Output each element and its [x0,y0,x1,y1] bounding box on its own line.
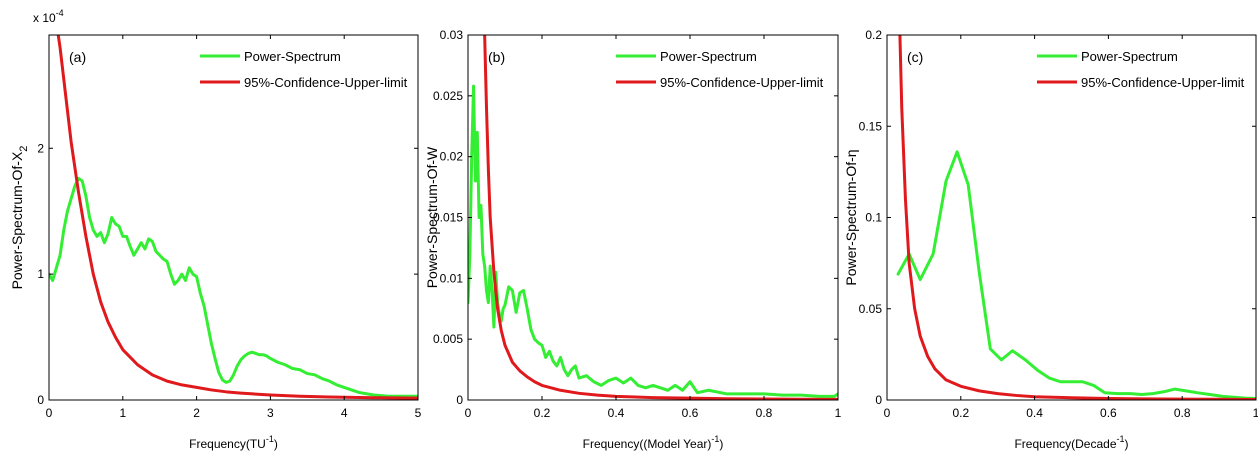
chart-panel-3: 0 0.2 0.4 0.6 0.8 1 0 0.05 0.1 0.15 0.2 (c) Frequenc… [843,28,1258,451]
power-spectrum-line [896,150,1256,400]
x-tick-label: 0.8 [756,406,773,420]
confidence-limit-line [56,35,418,400]
x-tick-label: 1 [835,406,842,420]
legend-label-power-spectrum: Power-Spectrum [660,49,757,64]
series-group [49,35,418,400]
legend: Power-Spectrum 95%-Confidence-Upper-limit [200,49,408,90]
y-tick-label: 0.1 [865,211,882,225]
series-group [468,35,838,400]
legend: Power-Spectrum 95%-Confidence-Upper-limit [1037,49,1245,90]
x-tick-label: 1 [1253,406,1258,420]
panel-label: (b) [488,49,505,65]
legend-label-power-spectrum: Power-Spectrum [1081,49,1178,64]
y-tick-label: 0.03 [440,28,464,42]
x-tick-label: 0.6 [1100,406,1117,420]
x-axis-label: Frequency((Model Year)-1) [583,434,724,451]
x-tick-label: 0 [46,406,53,420]
x-tick-label: 1 [119,406,126,420]
y-tick-label: 0.025 [433,89,463,103]
x-tick-label: 0.4 [1026,406,1043,420]
confidence-limit-line [898,35,1256,400]
y-axis-label: Power-Spectrum-Of-W [424,146,440,288]
y-tick-label: 0.02 [440,150,464,164]
chart-panel-1: 0 1 2 3 4 5 0 1 2 x 10-4 (a) Frequency(TU-1) Power-S… [9,8,422,451]
y-tick-label: 0.15 [859,119,883,133]
x-axis-label: Frequency(TU-1) [189,434,278,451]
x-tick-label: 5 [415,406,422,420]
y-exponent-label: x 10-4 [33,8,64,25]
chart-panel-2: 0 0.2 0.4 0.6 0.8 1 0 0.005 0.01 0.015 0.02 0.025 0.… [424,28,842,451]
y-tick-label: 0 [456,393,463,407]
y-tick-label: 0.01 [440,271,464,285]
y-axis-label: Power-Spectrum-Of-η [843,149,859,285]
legend-label-power-spectrum: Power-Spectrum [244,49,341,64]
y-tick-label: 0.05 [859,302,883,316]
legend: Power-Spectrum 95%-Confidence-Upper-limit [616,49,824,90]
y-tick-label: 2 [37,141,44,155]
y-tick-label: 0 [875,393,882,407]
panel-label: (c) [907,49,923,65]
y-tick-label: 0.005 [433,332,463,346]
y-tick-label: 0.2 [865,28,882,42]
x-tick-label: 0 [465,406,472,420]
x-tick-label: 4 [341,406,348,420]
legend-label-confidence-limit: 95%-Confidence-Upper-limit [244,75,408,90]
power-spectrum-line [49,176,418,398]
x-tick-label: 0.2 [534,406,551,420]
legend-label-confidence-limit: 95%-Confidence-Upper-limit [1081,75,1245,90]
x-tick-label: 0.4 [608,406,625,420]
y-tick-label: 0 [37,393,44,407]
x-tick-label: 0 [884,406,891,420]
power-spectrum-line [468,84,838,398]
x-axis-label: Frequency(Decade-1) [1014,434,1128,451]
legend-label-confidence-limit: 95%-Confidence-Upper-limit [660,75,824,90]
series-group [896,35,1256,400]
x-tick-label: 0.6 [682,406,699,420]
x-tick-label: 3 [267,406,274,420]
y-axis-label: Power-Spectrum-Of-X2 [9,146,30,290]
y-tick-label: 0.015 [433,211,463,225]
y-tick-label: 1 [37,267,44,281]
confidence-limit-line [483,35,838,400]
x-tick-label: 0.2 [952,406,969,420]
panel-label: (a) [69,49,86,65]
plot-frame [48,34,419,401]
x-tick-label: 2 [193,406,200,420]
x-tick-label: 0.8 [1174,406,1191,420]
